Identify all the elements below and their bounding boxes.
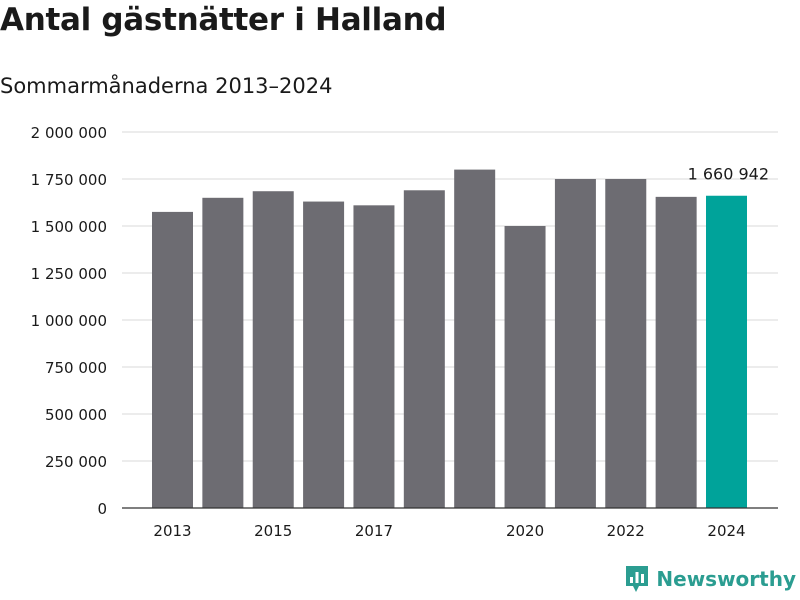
y-tick-label: 750 000 bbox=[45, 359, 107, 377]
bar bbox=[252, 191, 294, 508]
bar bbox=[454, 169, 496, 508]
y-tick-label: 0 bbox=[97, 500, 107, 518]
bar bbox=[152, 211, 193, 508]
y-tick-label: 500 000 bbox=[45, 406, 107, 424]
brand-name: Newsworthy bbox=[656, 567, 796, 591]
y-tick-label: 1 000 000 bbox=[31, 312, 107, 330]
bar bbox=[706, 195, 747, 508]
x-tick-label: 2022 bbox=[607, 522, 645, 540]
brand-logo: Newsworthy bbox=[624, 564, 796, 594]
data-label: 1 660 942 bbox=[688, 165, 769, 184]
bar bbox=[353, 205, 395, 508]
x-tick-label: 2024 bbox=[707, 522, 745, 540]
x-tick-label: 2015 bbox=[254, 522, 292, 540]
bar bbox=[504, 226, 546, 508]
bar bbox=[554, 179, 596, 508]
bar bbox=[202, 197, 244, 509]
y-tick-label: 2 000 000 bbox=[31, 124, 107, 142]
bar bbox=[605, 179, 647, 508]
y-tick-label: 1 500 000 bbox=[31, 218, 107, 236]
x-tick-label: 2013 bbox=[153, 522, 191, 540]
x-tick-label: 2020 bbox=[506, 522, 544, 540]
y-tick-label: 250 000 bbox=[45, 453, 107, 471]
y-tick-label: 1 750 000 bbox=[31, 171, 107, 189]
newsworthy-logo-icon bbox=[626, 566, 649, 592]
chart-title: Antal gästnätter i Halland bbox=[0, 2, 447, 38]
x-tick-label: 2017 bbox=[355, 522, 393, 540]
bar bbox=[303, 201, 345, 508]
y-tick-label: 1 250 000 bbox=[31, 265, 107, 283]
bar bbox=[403, 190, 445, 508]
chart-subtitle: Sommarmånaderna 2013–2024 bbox=[0, 74, 333, 98]
bar bbox=[655, 196, 697, 509]
